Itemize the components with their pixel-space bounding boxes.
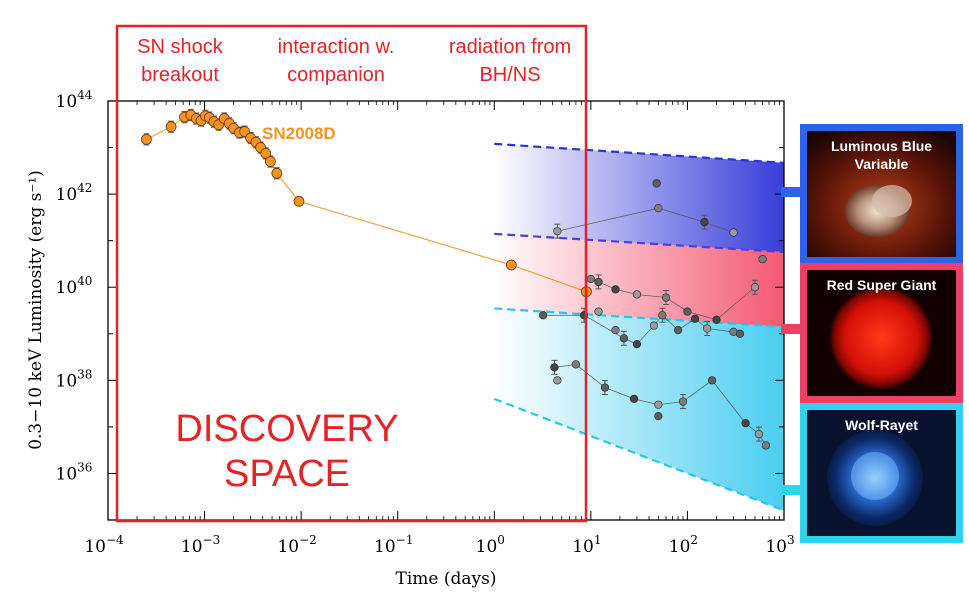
sn2008d-data-point [505,259,517,271]
sn-data-point [707,376,717,385]
sn-data-point [703,324,712,333]
lbv-label: Luminous Blue Variable [830,138,933,172]
lbv-nebula-image [807,131,956,257]
sn-data-point [553,376,562,385]
sn-data-point [654,204,663,213]
x-tick-label: 103 [765,533,794,557]
wr-band [494,308,784,511]
sn2008d-data-point [271,167,283,179]
sn2008d-data-point [141,133,152,145]
y-tick-label: 1038 [56,367,93,391]
sn-data-point [678,397,688,406]
band-boundary-dashed-line [494,307,784,329]
sn-data-point [594,307,603,316]
sn2008d-data-point [264,156,276,167]
x-tick-label: 10−4 [84,533,124,557]
discovery-space-box [115,24,588,523]
sn-data-point [654,400,663,409]
x-tick-label: 102 [669,533,698,557]
rsg-star-image [807,270,956,396]
sn-data-point [661,293,671,302]
sn-data-point [761,441,771,450]
sn-data-point [690,314,700,323]
band-boundary-dashed-line [494,142,784,164]
phase-label-1-line-2: breakout [141,64,219,86]
sn-data-point [673,325,683,335]
x-tick-label: 10−1 [374,533,413,557]
phase-label-3-line-2: BH/NS [479,64,540,86]
y-tick-label: 1042 [56,181,93,205]
wr-label: Wolf-Rayet [845,417,918,433]
sn-data-point [729,228,738,237]
sn-light-curve-line [554,364,767,446]
wr-nebula-image [807,410,956,536]
sn2008d-data-point [165,121,177,133]
sn-data-point [750,283,760,292]
sn-data-point [632,290,642,299]
x-tick-label: 10−2 [277,533,316,557]
sn-data-point [632,340,642,349]
lbv-connector [781,187,801,197]
sn-data-point [658,311,667,320]
wr-image-panel: Wolf-Rayet [800,403,963,543]
y-axis-label: 0.3−10 keV Luminosity (erg s⁻¹) [26,170,46,450]
rsg-band [494,233,784,327]
sn-data-point [652,179,661,188]
sn-data-point [538,311,548,320]
lbv-image-panel: Luminous Blue Variable [800,124,963,264]
sn-data-point [586,274,595,284]
sn-data-point [754,430,764,439]
phase-label-1-line-1: SN shock [137,36,224,58]
x-tick-label: 101 [572,533,601,557]
sn-data-point [629,394,639,403]
panel-connectors [781,187,801,495]
sn2008d-label: SN2008D [262,124,336,143]
sn-data-point [712,315,721,324]
sn-data-point [683,307,692,316]
band-boundary-dashed-line [494,232,784,254]
progenitor-bands [493,142,784,512]
data-points [141,109,771,450]
rsg-connector [781,324,801,334]
sn-data-point [649,321,659,330]
sn-data-point [553,227,562,236]
phase-label-2-line-2: companion [287,64,385,86]
sn-data-point [611,325,620,335]
sn-data-point [611,285,620,294]
rsg-image-panel: Red Super Giant [800,263,963,403]
x-axis-label: Time (days) [396,569,497,589]
phase-label-2-line-1: interaction w. [278,36,395,58]
sn-data-point [700,218,709,227]
sn-data-point [550,363,559,372]
rsg-label: Red Super Giant [826,277,937,293]
discovery-label-line-1: DISCOVERY [175,408,398,450]
sn-data-point [654,412,663,421]
x-tick-label: 10−3 [181,533,220,557]
sn-data-point [741,419,750,428]
phase-label-3-line-1: radiation from [449,36,571,58]
discovery-label-line-2: SPACE [224,453,350,495]
sn-data-point [571,360,580,369]
y-tick-label: 1044 [56,88,93,112]
sn-data-point [735,329,745,338]
sn-data-point [619,334,629,343]
axis-ticks: 10−4 10−3 10−2 10−1 100 101 102 103 1036 1038 1040… [56,88,795,557]
sn2008d-data-point [260,147,272,159]
sn-data-point [600,383,610,392]
wr-connector [781,485,801,495]
sn2008d-data-point [293,195,305,207]
sn-data-point [758,255,767,264]
x-tick-label: 100 [476,533,505,557]
y-tick-label: 1040 [56,274,93,298]
sn-light-curve-line [557,207,734,233]
sn-data-point [594,277,603,287]
y-tick-label: 1036 [56,460,93,484]
